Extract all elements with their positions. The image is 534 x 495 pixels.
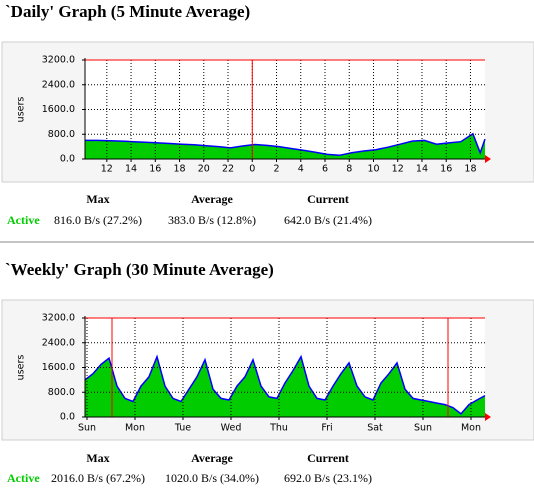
stats-header: Average [191,192,233,206]
x-tick-label: 4 [298,164,304,175]
stats-value: 816.0 B/s (27.2%) [54,213,142,227]
stats-header: Average [191,451,233,465]
x-axis-arrow [485,155,491,163]
x-tick-label: 8 [346,164,352,175]
stats-value: 1020.0 B/s (34.0%) [165,471,259,485]
area-outline [85,132,486,157]
x-tick-label: 10 [367,164,379,175]
y-tick-label: 1600.0 [42,362,75,373]
stats-value: 692.0 B/s (23.1%) [284,471,372,485]
x-tick-label: Tue [174,423,191,434]
stats-header: Max [86,451,109,465]
x-tick-label: 12 [392,164,404,175]
graph-heading: `Weekly' Graph (30 Minute Average) [5,260,274,279]
stats-header: Current [307,192,349,206]
x-tick-label: 22 [222,164,234,175]
y-axis-label: users [16,355,27,381]
x-tick-label: 20 [198,164,210,175]
x-tick-label: Fri [321,423,332,434]
stats-value: 642.0 B/s (21.4%) [284,213,372,227]
y-tick-label: 800.0 [48,387,75,398]
y-tick-label: 3200.0 [42,55,75,66]
x-tick-label: 18 [464,164,476,175]
stats-row-label: Active [7,213,40,227]
y-tick-label: 2400.0 [42,337,75,348]
stats-value: 2016.0 B/s (67.2%) [51,471,145,485]
x-tick-label: 16 [440,164,452,175]
x-tick-label: Sat [367,423,383,434]
x-tick-label: 14 [125,164,137,175]
y-tick-label: 0.0 [60,154,75,165]
graph-heading: `Daily' Graph (5 Minute Average) [5,2,250,21]
area-outline [84,354,486,415]
x-tick-label: 16 [149,164,161,175]
area-fill [85,356,485,417]
x-tick-label: 2 [273,164,279,175]
stats-value: 383.0 B/s (12.8%) [168,213,256,227]
y-tick-label: 0.0 [60,412,75,423]
x-tick-label: Wed [221,423,242,434]
x-tick-label: Thu [269,423,288,434]
y-tick-label: 3200.0 [42,313,75,324]
y-tick-label: 800.0 [48,129,75,140]
x-tick-label: 12 [101,164,113,175]
x-tick-label: 14 [416,164,428,175]
x-axis-arrow [485,413,491,421]
x-tick-label: 0 [249,164,255,175]
x-tick-label: Sun [414,423,432,434]
x-tick-label: Mon [461,423,481,434]
x-tick-label: Mon [125,423,145,434]
y-tick-label: 2400.0 [42,79,75,90]
area-fill [85,133,485,159]
y-tick-label: 1600.0 [42,104,75,115]
stats-header: Max [86,192,109,206]
x-tick-label: 18 [173,164,185,175]
x-tick-label: 6 [322,164,328,175]
stats-header: Current [307,451,349,465]
y-axis-label: users [16,97,27,123]
stats-row-label: Active [7,471,40,485]
x-tick-label: Sun [78,423,96,434]
